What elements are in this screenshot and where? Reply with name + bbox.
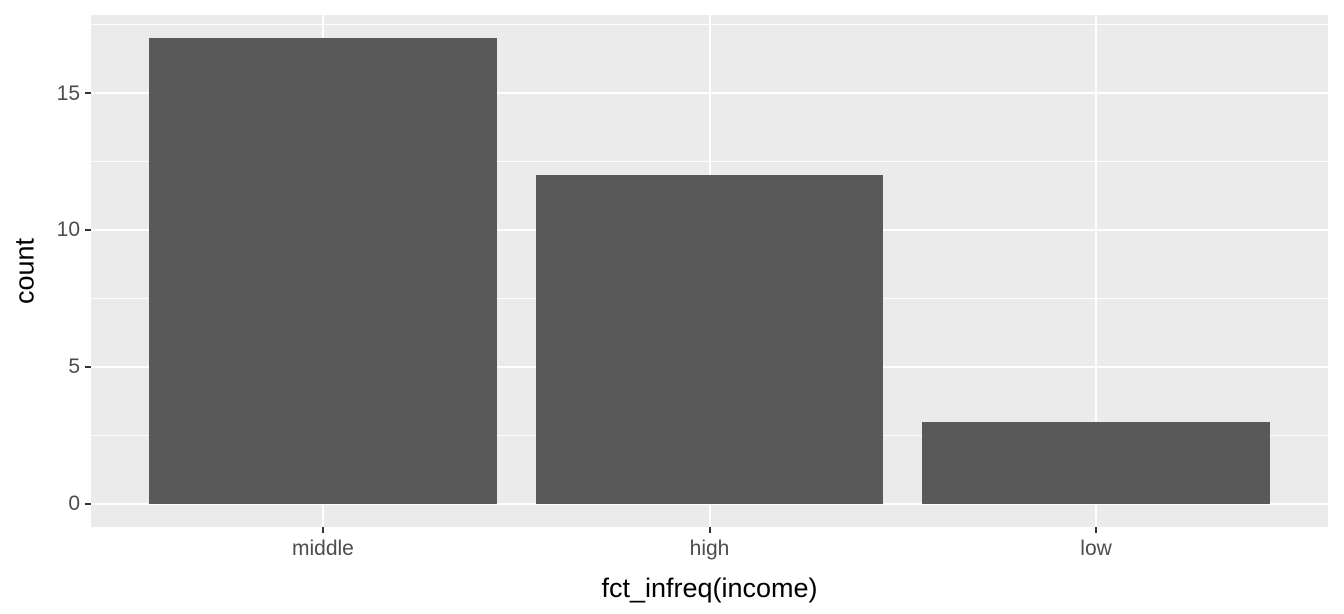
y-tick-label: 0 [68,492,80,516]
y-tick-mark [85,365,91,368]
bar-high [535,175,884,504]
y-tick-label: 15 [56,81,80,105]
x-tick-mark [1095,527,1098,533]
y-tick-mark [85,92,91,95]
y-tick-mark [85,228,91,231]
x-tick-mark [321,527,324,533]
x-tick-mark [708,527,711,533]
plot-panel [91,15,1328,527]
x-tick-label: middle [292,537,354,560]
y-tick-label: 5 [68,355,80,379]
x-tick-label: high [689,537,730,560]
x-axis-title: fct_infreq(income) [601,573,818,603]
bar-middle [148,38,497,504]
bar-low [922,421,1271,504]
gridline-major-vertical [1095,15,1098,527]
y-tick-label: 10 [56,218,80,242]
y-tick-mark [85,502,91,505]
x-tick-label: low [1080,537,1112,560]
y-axis-title: count [9,237,40,305]
